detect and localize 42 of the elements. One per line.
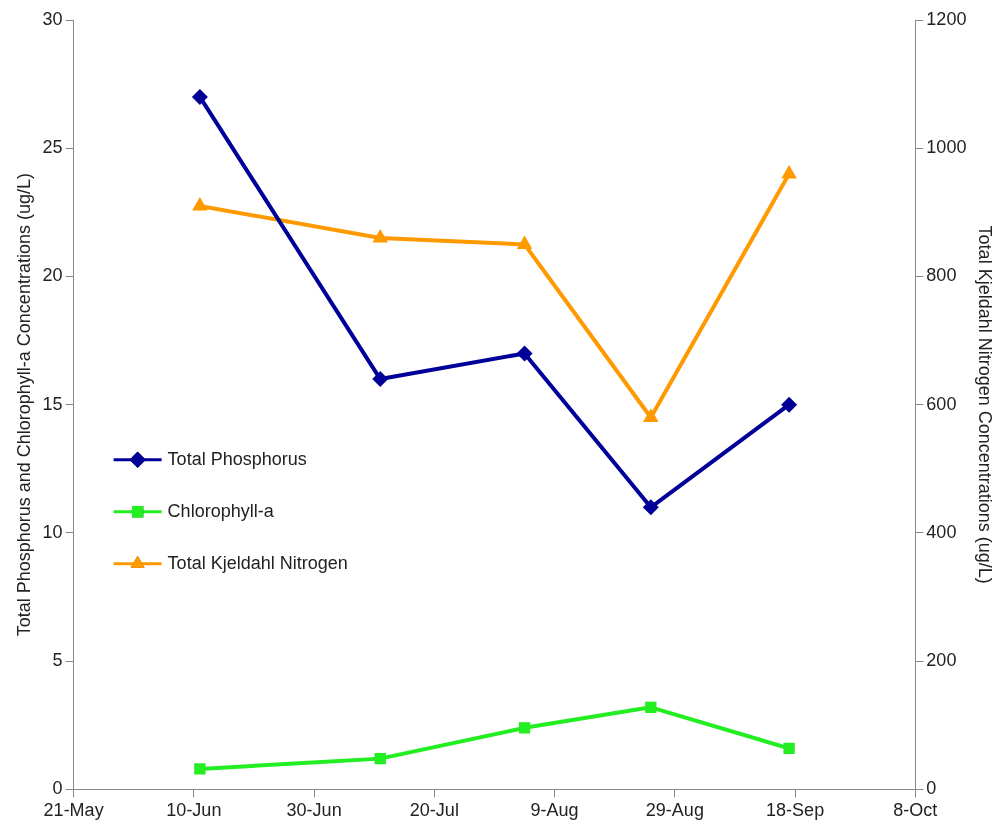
- y-axis-title: Total Phosphorus and Chlorophyll-a Concentrations (ug/L): [13, 173, 34, 637]
- y2-tick-label: 1200: [926, 8, 967, 29]
- point: [783, 742, 795, 755]
- y2-axis-title: Total Kjeldahl Nitrogen Concentrations (ug/L): [975, 225, 996, 584]
- x-tick-label: 10-Jun: [166, 800, 222, 821]
- x-tick-label: 8-Oct: [893, 800, 938, 821]
- y-tick-label: 25: [42, 137, 63, 158]
- y2-tick-label: 400: [926, 521, 957, 542]
- point: [518, 722, 531, 734]
- y-tick-label: 5: [52, 650, 63, 671]
- y-tick-label: 30: [42, 8, 63, 29]
- y-tick-label: 20: [42, 265, 63, 286]
- y2-tick-label: 0: [926, 778, 937, 799]
- legend-label: Chlorophyll-a: [167, 500, 275, 521]
- legend-label: Total Kjeldahl Nitrogen: [167, 552, 348, 573]
- point: [191, 88, 208, 105]
- y2-tick-label: 600: [926, 393, 957, 414]
- point: [642, 499, 659, 516]
- x-tick-label: 21-May: [43, 800, 104, 821]
- x-tick-label: 20-Jul: [409, 800, 459, 821]
- point: [516, 345, 533, 362]
- legend-label: Total Phosphorus: [167, 448, 307, 469]
- x-tick-label: 9-Aug: [530, 800, 579, 821]
- x-tick-label: 18-Sep: [766, 800, 825, 821]
- point: [645, 701, 657, 713]
- point: [372, 229, 389, 243]
- y-tick-label: 0: [52, 778, 63, 799]
- point: [192, 196, 208, 211]
- point: [374, 752, 386, 765]
- x-tick-label: 29-Aug: [645, 800, 704, 821]
- y2-tick-label: 200: [926, 650, 957, 671]
- point: [516, 235, 533, 249]
- y-tick-label: 15: [42, 393, 63, 414]
- point: [372, 371, 389, 388]
- point: [781, 164, 797, 179]
- y-tick-label: 10: [42, 521, 63, 542]
- point: [194, 763, 206, 775]
- y2-tick-label: 800: [926, 265, 957, 286]
- point: [643, 408, 659, 423]
- point: [781, 396, 798, 413]
- x-tick-label: 30-Jun: [286, 800, 342, 821]
- y2-tick-label: 1000: [926, 137, 967, 158]
